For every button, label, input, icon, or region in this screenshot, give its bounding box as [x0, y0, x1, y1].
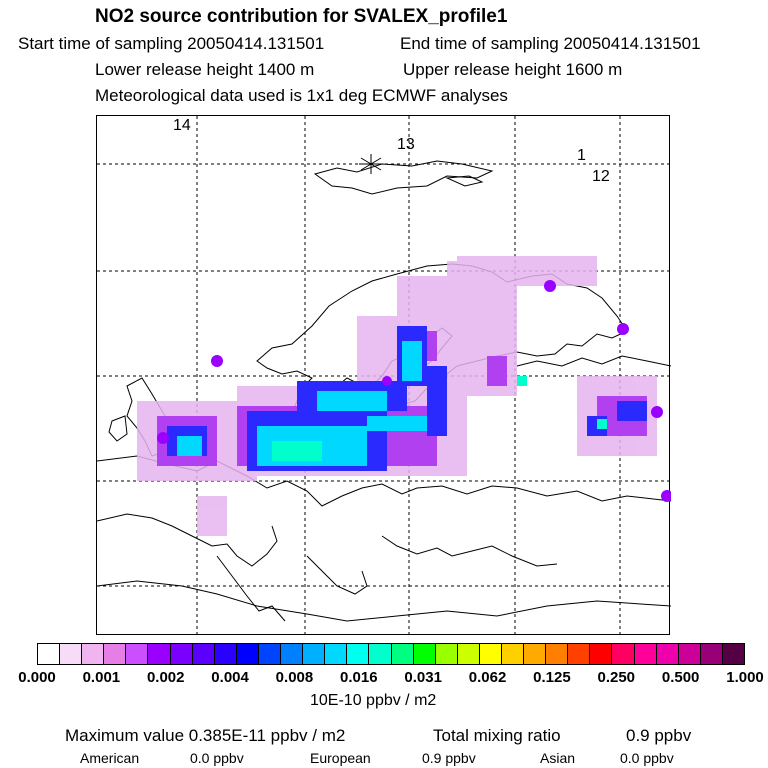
- colorbar-swatch: [501, 644, 525, 664]
- colorbar-swatch: [258, 644, 282, 664]
- total-mixing-ratio-label: Total mixing ratio: [433, 726, 561, 745]
- meteorological-data-label: Meteorological data used is 1x1 deg ECMW…: [95, 86, 508, 105]
- colorbar-swatch: [281, 644, 304, 664]
- colorbar-swatch: [590, 644, 613, 664]
- colorbar-tick-label: 0.062: [468, 669, 507, 686]
- colorbar-swatch: [656, 644, 679, 664]
- map-panel: 14 13 1 12: [96, 115, 671, 636]
- colorbar-swatch: [214, 644, 237, 664]
- colorbar-swatch: [38, 644, 61, 664]
- colorbar-swatch: [568, 644, 591, 664]
- colorbar-swatch: [369, 644, 392, 664]
- asian-label: Asian: [540, 750, 576, 766]
- colorbar-tick-label: 0.031: [404, 669, 442, 686]
- colorbar-swatch: [546, 644, 569, 664]
- colorbar-swatch: [325, 644, 348, 664]
- colorbar-swatch: [413, 644, 436, 664]
- colorbar-swatch: [82, 644, 105, 664]
- colorbar-swatch: [457, 644, 480, 664]
- colorbar-swatch: [612, 644, 635, 664]
- grid-label-13: 13: [397, 136, 415, 153]
- grid-label-1: 1: [577, 147, 586, 164]
- american-label: American: [80, 750, 140, 766]
- start-time-label: Start time of sampling 20050414.131501: [18, 34, 325, 53]
- colorbar-swatch: [634, 644, 657, 664]
- plot-title: NO2 source contribution for SVALEX_profi…: [95, 6, 508, 27]
- colorbar-swatch: [236, 644, 259, 664]
- colorbar-tick-label: 0.008: [275, 669, 314, 686]
- lower-release-height: Lower release height 1400 m: [95, 60, 315, 79]
- colorbar-swatch: [479, 644, 502, 664]
- colorbar-swatch: [700, 644, 723, 664]
- colorbar: [37, 643, 745, 665]
- european-value: 0.9 ppbv: [422, 750, 476, 766]
- upper-release-height: Upper release height 1600 m: [403, 60, 623, 79]
- colorbar-swatch: [148, 644, 171, 664]
- european-label: European: [310, 750, 371, 766]
- colorbar-swatch: [678, 644, 701, 664]
- american-value: 0.0 ppbv: [190, 750, 244, 766]
- colorbar-swatch: [170, 644, 193, 664]
- colorbar-swatch: [722, 644, 744, 664]
- colorbar-swatch: [391, 644, 414, 664]
- grid-label-12: 12: [592, 168, 610, 185]
- colorbar-tick-label: 0.004: [211, 669, 249, 686]
- colorbar-tick-label: 0.500: [661, 669, 700, 686]
- colorbar-tick-label: 0.002: [146, 669, 185, 686]
- colorbar-swatch: [435, 644, 458, 664]
- colorbar-tick-label: 0.250: [597, 669, 636, 686]
- colorbar-tick-label: 1.000: [726, 669, 764, 686]
- colorbar-swatch: [524, 644, 547, 664]
- release-point-star: [359, 154, 383, 174]
- asian-value: 0.0 ppbv: [620, 750, 674, 766]
- colorbar-units: 10E-10 ppbv / m2: [310, 692, 437, 709]
- colorbar-swatch: [60, 644, 83, 664]
- total-mixing-ratio-value: 0.9 ppbv: [626, 726, 692, 745]
- maximum-value-label: Maximum value 0.385E-11 ppbv / m2: [65, 726, 346, 745]
- colorbar-tick-label: 0.000: [18, 669, 56, 686]
- end-time-label: End time of sampling 20050414.131501: [400, 34, 701, 53]
- colorbar-tick-label: 0.016: [340, 669, 378, 686]
- colorbar-tick-label: 0.001: [82, 669, 121, 686]
- colorbar-swatch: [303, 644, 326, 664]
- colorbar-tick-label: 0.125: [533, 669, 571, 686]
- colorbar-swatch: [192, 644, 215, 664]
- colorbar-swatch: [126, 644, 149, 664]
- concentration-field: [137, 256, 671, 536]
- map-svg: 14 13 1 12: [97, 116, 671, 636]
- colorbar-swatch: [104, 644, 127, 664]
- colorbar-swatch: [347, 644, 370, 664]
- grid-label-14: 14: [173, 117, 191, 134]
